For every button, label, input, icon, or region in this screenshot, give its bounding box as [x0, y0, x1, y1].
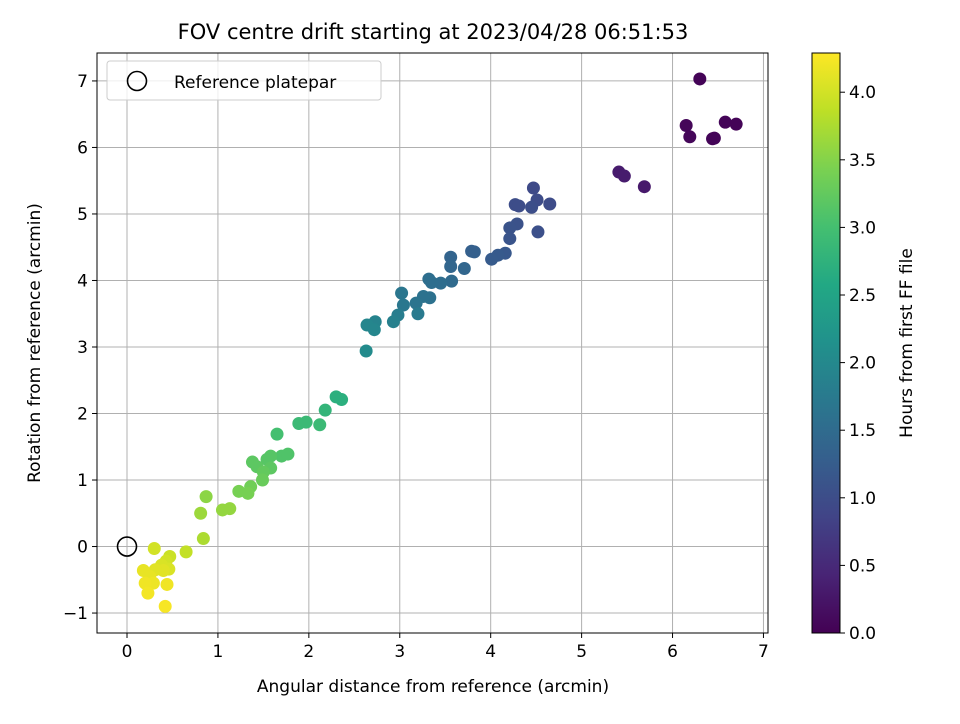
data-point: [679, 119, 693, 132]
x-tick-label: 2: [303, 642, 314, 662]
data-point: [196, 532, 210, 546]
x-tick-label: 5: [576, 642, 587, 662]
data-point: [444, 260, 458, 274]
data-point: [255, 473, 269, 487]
data-point: [386, 315, 400, 329]
y-tick-label: 1: [77, 471, 88, 491]
data-point: [729, 117, 743, 131]
data-point: [444, 250, 458, 264]
data-point: [396, 298, 410, 312]
x-axis-label: Angular distance from reference (arcmin): [257, 677, 609, 697]
data-point: [359, 344, 373, 358]
x-tick-label: 7: [758, 642, 769, 662]
y-tick-label: −1: [63, 604, 88, 624]
data-point: [543, 197, 557, 211]
data-point: [411, 307, 425, 321]
data-point: [425, 275, 439, 289]
y-tick-label: 6: [77, 138, 88, 158]
data-point: [281, 447, 295, 461]
data-point: [457, 262, 471, 276]
x-tick-label: 1: [213, 642, 224, 662]
data-point: [531, 225, 545, 239]
colorbar-tick-label: 1.0: [849, 489, 876, 509]
colorbar-label: Hours from first FF file: [897, 248, 917, 438]
data-point: [503, 221, 517, 235]
colorbar-tick-label: 0.5: [849, 556, 876, 576]
data-point: [525, 200, 539, 214]
data-point: [313, 418, 327, 432]
data-point: [318, 403, 332, 417]
data-point: [138, 576, 152, 590]
data-point: [367, 323, 381, 337]
y-tick-label: 2: [77, 405, 88, 425]
colorbar: 0.0 0.5 1.0 1.5 2.0 2.5 3.0 3.5 4.0 Hours from f…: [811, 52, 917, 644]
y-axis-label: Rotation from reference (arcmin): [25, 203, 45, 483]
data-point: [299, 415, 313, 429]
data-point: [526, 181, 540, 195]
data-point: [160, 577, 174, 591]
data-point: [199, 490, 213, 504]
x-tick-label: 0: [122, 642, 133, 662]
axes: [96, 52, 769, 634]
data-point: [718, 115, 732, 129]
reference-platepar-marker: [116, 536, 138, 557]
x-tick-label: 3: [394, 642, 405, 662]
data-point: [445, 274, 459, 288]
data-point: [465, 244, 479, 258]
chart-title: FOV centre drift starting at 2023/04/28 …: [178, 20, 689, 44]
data-point: [617, 169, 631, 183]
data-point: [223, 502, 237, 516]
data-point: [409, 296, 423, 310]
data-point: [637, 180, 651, 194]
colorbar-tick-label: 2.5: [849, 286, 876, 306]
colorbar-ticks: 0.0 0.5 1.0 1.5 2.0 2.5 3.0 3.5 4.0: [840, 83, 876, 644]
data-point: [270, 427, 284, 441]
data-point: [335, 393, 349, 407]
data-point: [158, 599, 172, 613]
plot-frame: [96, 52, 769, 634]
legend-entry-label: Reference platepar: [174, 73, 336, 93]
x-tick-label: 6: [667, 642, 678, 662]
data-point: [512, 199, 526, 213]
x-tick-label: 4: [485, 642, 496, 662]
legend-marker-open-circle: [126, 70, 148, 92]
y-tick-label: 5: [77, 205, 88, 225]
data-point: [707, 131, 721, 145]
data-point: [485, 252, 499, 266]
colorbar-tick-label: 3.0: [849, 218, 876, 238]
y-tick-label: 3: [77, 338, 88, 358]
data-point: [194, 506, 208, 520]
data-point: [683, 130, 697, 144]
colorbar-tick-label: 2.0: [849, 354, 876, 374]
colorbar-tick-label: 1.5: [849, 421, 876, 441]
y-tick-label: 4: [77, 271, 88, 291]
colorbar-tick-label: 4.0: [849, 83, 876, 103]
grid: [97, 53, 768, 633]
colorbar-tick-label: 0.0: [849, 624, 876, 644]
data-point: [503, 232, 517, 246]
y-tick-label: 7: [77, 72, 88, 92]
data-point: [141, 586, 155, 600]
legend-box: [106, 60, 382, 101]
colorbar-gradient: [811, 52, 841, 634]
colorbar-tick-label: 3.5: [849, 151, 876, 171]
legend: Reference platepar: [106, 60, 382, 101]
data-point: [147, 542, 161, 556]
data-point: [179, 545, 193, 559]
data-points: [116, 72, 743, 613]
axis-ticks: 0 1 2 3 4 5 6 7 −1 0 1 2 3 4 5 6 7: [63, 72, 769, 662]
data-point: [241, 486, 255, 500]
data-point: [693, 72, 707, 86]
data-point: [395, 286, 409, 300]
y-tick-label: 0: [77, 538, 88, 558]
